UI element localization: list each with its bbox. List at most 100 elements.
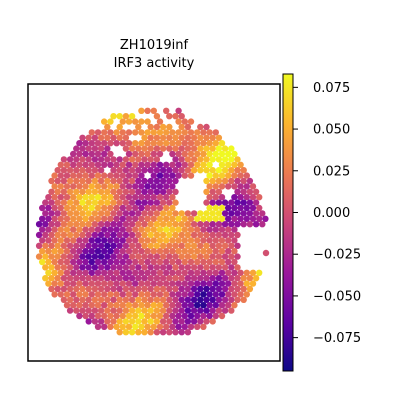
spot: [200, 248, 207, 255]
spot: [138, 237, 145, 244]
spot: [237, 183, 244, 190]
spot: [110, 242, 117, 249]
spot: [209, 318, 216, 325]
spot: [42, 253, 49, 260]
spot: [107, 172, 114, 179]
spot: [79, 199, 86, 206]
spot: [166, 296, 173, 303]
spot: [91, 264, 99, 271]
spot: [91, 167, 99, 174]
spot: [94, 248, 102, 255]
spot: [147, 253, 154, 260]
spot: [141, 177, 148, 185]
spot: [63, 215, 71, 222]
spot: [184, 156, 192, 163]
spot: [169, 312, 176, 320]
spot: [101, 258, 108, 266]
spot: [60, 242, 68, 249]
spot: [150, 237, 157, 244]
spot: [175, 226, 182, 233]
spot: [144, 161, 151, 168]
spot: [70, 291, 77, 298]
spot: [110, 231, 117, 239]
spot: [163, 172, 170, 179]
spot: [184, 167, 192, 174]
spot: [144, 226, 151, 233]
spot: [234, 264, 241, 271]
spot: [122, 318, 130, 325]
spot: [218, 237, 226, 244]
spot: [153, 329, 161, 336]
spot: [197, 296, 204, 303]
spot: [119, 226, 127, 233]
spot: [91, 177, 99, 185]
spot: [166, 264, 173, 271]
spot: [243, 269, 250, 276]
spot: [147, 285, 154, 293]
spot: [166, 275, 173, 282]
spot: [156, 140, 164, 147]
spot: [125, 150, 133, 158]
spot: [107, 248, 114, 255]
spot: [184, 210, 192, 217]
spot: [70, 183, 77, 190]
spot: [141, 275, 148, 282]
spot: [169, 215, 176, 222]
spot: [85, 253, 92, 260]
spot: [63, 258, 71, 266]
spot: [128, 167, 136, 174]
spot: [225, 269, 232, 276]
spot: [125, 258, 133, 266]
spot: [110, 318, 117, 325]
spot: [144, 248, 151, 255]
spot: [141, 318, 148, 325]
spot: [194, 269, 201, 276]
spot: [101, 312, 108, 320]
spot: [116, 210, 123, 217]
spot: [54, 242, 61, 249]
spot: [97, 264, 105, 271]
spot: [221, 177, 229, 185]
spot: [135, 275, 142, 282]
spot: [187, 215, 195, 222]
spot: [107, 215, 114, 222]
spot: [144, 107, 151, 115]
spot: [203, 177, 210, 185]
spot: [79, 177, 86, 185]
spot: [122, 231, 130, 239]
spot: [97, 318, 105, 325]
spot: [132, 172, 139, 179]
spot: [60, 177, 68, 185]
spot: [73, 199, 80, 206]
spot: [88, 312, 96, 320]
spot: [240, 221, 247, 228]
spot: [156, 312, 164, 320]
spot: [51, 237, 58, 244]
spot: [237, 172, 244, 179]
spot: [153, 307, 161, 314]
spot: [128, 307, 136, 314]
spot: [190, 275, 198, 282]
spot: [42, 275, 49, 282]
spot: [234, 167, 241, 174]
spot: [135, 177, 142, 185]
spot: [218, 140, 226, 147]
spot: [104, 188, 111, 195]
spot: [147, 188, 154, 195]
spot: [203, 231, 210, 239]
spot: [175, 302, 182, 309]
spot: [159, 318, 167, 325]
spot: [212, 280, 219, 287]
spot: [63, 280, 71, 287]
spot: [122, 221, 130, 228]
spot: [212, 204, 219, 212]
spot: [197, 264, 204, 271]
spot: [147, 134, 154, 141]
spot: [85, 285, 92, 293]
spot: [190, 242, 198, 249]
spot: [169, 280, 176, 287]
spot: [94, 204, 102, 212]
spot: [172, 177, 179, 185]
spot: [63, 291, 71, 298]
